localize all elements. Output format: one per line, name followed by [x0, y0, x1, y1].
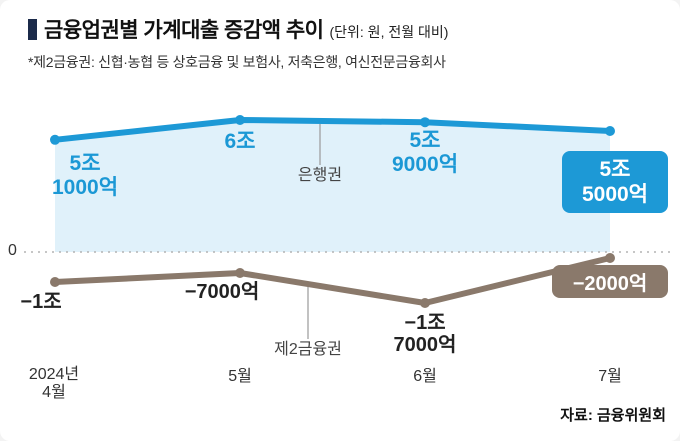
- secondary-value-label-may: −7000억: [184, 281, 260, 303]
- x-tick-jun: 6월: [413, 368, 437, 385]
- zero-axis-label: 0: [8, 242, 17, 259]
- x-tick-jul: 7월: [598, 368, 622, 385]
- x-tick-apr: 2024년 4월: [28, 366, 80, 401]
- bank-series-line: [52, 117, 613, 143]
- header: 금융업권별 가계대출 증감액 추이 (단위: 원, 전월 대비): [28, 14, 448, 44]
- chart-title: 금융업권별 가계대출 증감액 추이: [44, 19, 324, 42]
- bank-point-dot: [50, 134, 60, 145]
- bank-area-fill: [55, 120, 610, 252]
- bank-value-box: 5조 5000억: [562, 151, 668, 213]
- bank-point-dot: [235, 115, 245, 125]
- secondary-point-dot: [420, 298, 430, 308]
- bank-series-dots: [50, 115, 615, 145]
- bank-point-dot: [605, 126, 615, 136]
- source-credit: 자료: 금융위원회: [560, 407, 666, 424]
- bank-value-label-jun: 5조 9000억: [391, 129, 459, 176]
- secondary-series-name: 제2금융권: [274, 341, 342, 358]
- bank-value-label-may: 6조: [224, 130, 256, 153]
- secondary-point-dot: [50, 277, 60, 287]
- unit-note: (단위: 원, 전월 대비): [329, 24, 449, 40]
- secondary-value-label-apr: −1조: [20, 291, 62, 313]
- bank-value-label-apr: 5조 1000억: [52, 152, 119, 199]
- secondary-value-label-jun: −1조 7000억: [393, 312, 457, 357]
- secondary-series-dots: [50, 253, 615, 308]
- secondary-series-line: [52, 255, 613, 306]
- footnote: *제2금융권: 신협·농협 등 상호금융 및 보험사, 저축은행, 여신전문금융…: [28, 54, 446, 70]
- secondary-point-dot: [235, 268, 245, 278]
- secondary-value-box: −2000억: [552, 265, 668, 298]
- x-tick-may: 5월: [228, 368, 252, 385]
- bank-point-dot: [420, 117, 430, 128]
- bank-series-name: 은행권: [297, 167, 343, 184]
- title-bullet-icon: [28, 19, 37, 40]
- secondary-point-dot: [605, 253, 615, 263]
